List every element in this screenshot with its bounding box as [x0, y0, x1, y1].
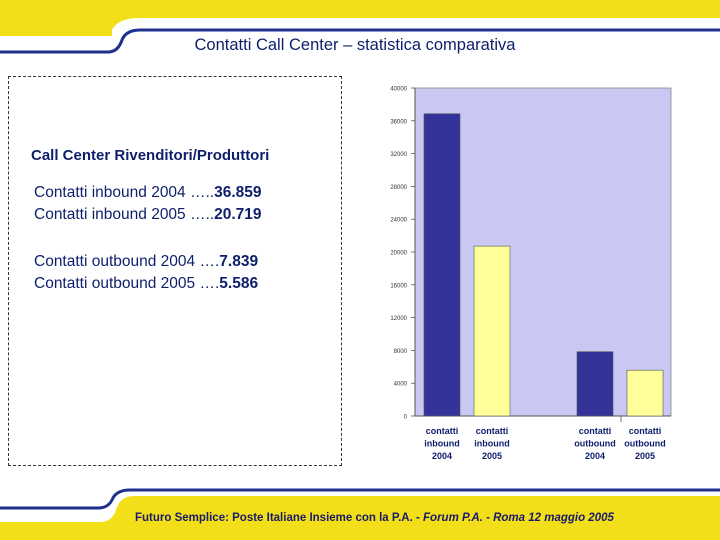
- bottom-blue-line: [0, 488, 720, 510]
- x-category-label: contatti inbound 2005: [474, 426, 510, 461]
- stat-inbound-2004: Contatti inbound 2004 …..36.859: [34, 184, 262, 201]
- bar: [626, 369, 664, 417]
- footer: Futuro Semplice: Poste Italiane Insieme …: [135, 512, 614, 524]
- y-tick-label: 24000: [390, 218, 407, 224]
- bar: [473, 245, 511, 417]
- y-tick-label: 32000: [390, 152, 407, 158]
- x-category-label: contatti outbound 2004: [574, 426, 615, 461]
- bar: [423, 113, 461, 417]
- stats-subtitle: Call Center Rivenditori/Produttori: [31, 147, 270, 164]
- stat-outbound-2004: Contatti outbound 2004 ….7.839: [34, 253, 259, 270]
- y-tick-label: 4000: [394, 382, 408, 388]
- y-tick-label: 16000: [390, 283, 407, 289]
- y-tick-label: 20000: [390, 251, 407, 257]
- stats-textbox: Call Center Rivenditori/Produttori Conta…: [8, 76, 342, 466]
- top-blue-line: [0, 28, 720, 54]
- y-tick-label: 36000: [390, 119, 407, 125]
- x-category-label: contatti outbound 2005: [624, 426, 665, 461]
- x-category-label: contatti inbound 2004: [424, 426, 460, 461]
- bottom-yellow-band: [0, 496, 720, 540]
- stat-outbound-2005: Contatti outbound 2005 ….5.586: [34, 275, 259, 292]
- y-tick-label: 8000: [394, 349, 408, 355]
- page-title: Contatti Call Center – statistica compar…: [194, 36, 516, 54]
- bar-chart: 0 4000 8000 12000 16000 20000 24000 28000 32000 3…: [390, 87, 672, 461]
- y-tick-label: 0: [404, 415, 408, 421]
- top-yellow-band: [0, 0, 720, 36]
- stat-inbound-2005: Contatti inbound 2005 …..20.719: [34, 206, 262, 223]
- y-tick-label: 40000: [390, 87, 407, 93]
- y-tick-label: 28000: [390, 185, 407, 191]
- bar: [576, 351, 614, 417]
- y-tick-label: 12000: [390, 316, 407, 322]
